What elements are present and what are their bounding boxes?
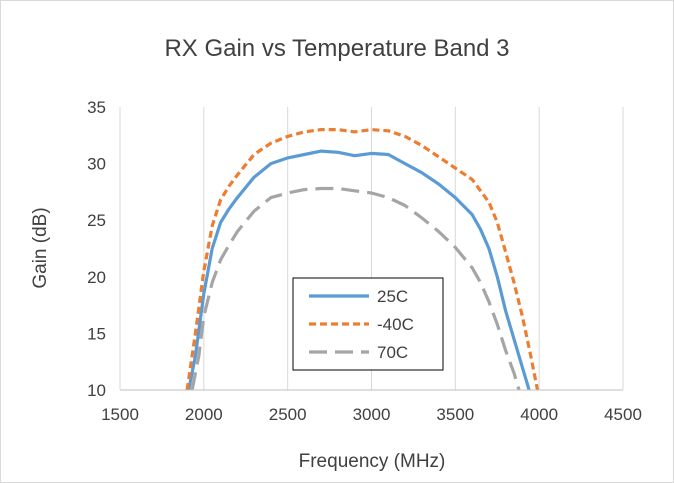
y-tick-label: 35 [87,98,106,117]
x-tick-label: 4500 [604,405,642,424]
x-axis-title: Frequency (MHz) [299,451,446,472]
tick-labels: 1500 2000 2500 3000 3500 4000 4500 10 15 20 25 30 35 [87,98,642,424]
y-tick-label: 15 [87,324,106,343]
x-tick-label: 4000 [520,405,558,424]
y-tick-label: 30 [87,155,106,174]
legend: 25C -40C 70C [292,277,444,371]
y-tick-label: 20 [87,268,106,287]
series-line-1 [185,128,540,391]
y-tick-label: 25 [87,211,106,230]
legend-label-2: 70C [377,343,408,362]
y-tick-label: 10 [87,381,106,400]
series-line-0 [187,149,531,391]
series-group [185,128,540,391]
x-tick-label: 1500 [101,405,139,424]
series-line-2 [190,186,521,391]
chart-title: RX Gain vs Temperature Band 3 [164,35,509,62]
legend-label-0: 25C [377,287,408,306]
x-tick-label: 3500 [436,405,474,424]
legend-label-1: -40C [377,315,414,334]
x-tick-label: 2500 [269,405,307,424]
y-axis-title: Gain (dB) [30,207,51,288]
x-tick-label: 3000 [353,405,391,424]
x-tick-label: 2000 [185,405,223,424]
